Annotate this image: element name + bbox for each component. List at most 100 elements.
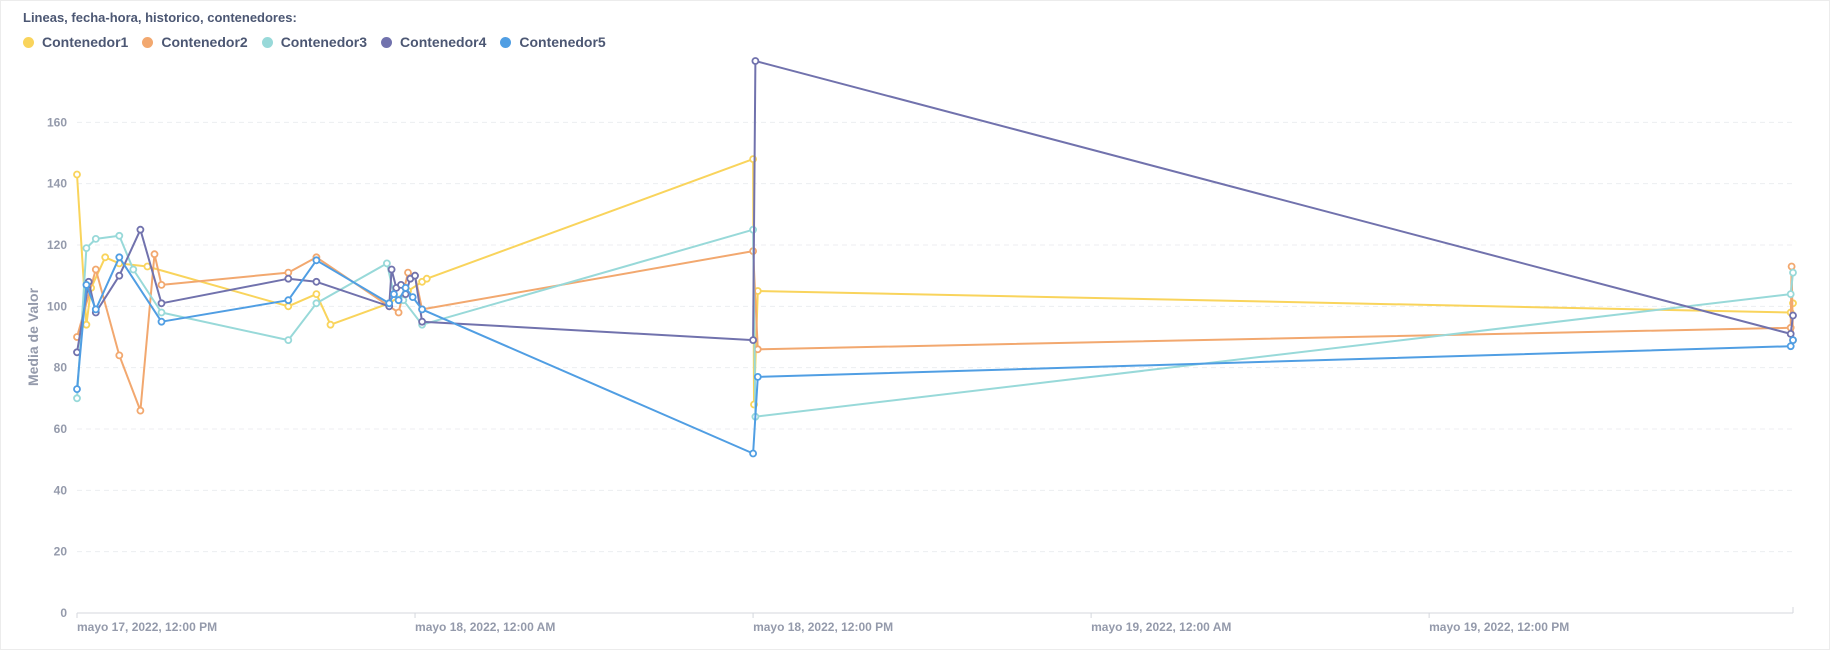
data-point xyxy=(1787,262,1796,271)
data-point xyxy=(312,277,321,286)
data-point xyxy=(157,308,166,317)
chart-legend: Contenedor1 Contenedor2 Contenedor3 Contene… xyxy=(23,34,606,50)
data-point xyxy=(1789,268,1797,277)
data-point xyxy=(136,225,145,234)
series-line xyxy=(76,60,1794,353)
y-tick-label: 40 xyxy=(54,483,68,497)
data-point xyxy=(73,348,81,357)
y-tick-label: 20 xyxy=(54,545,68,559)
data-point xyxy=(284,268,293,277)
data-point xyxy=(157,299,166,308)
x-tick-label: mayo 18, 2022, 12:00 PM xyxy=(753,620,893,634)
data-point xyxy=(82,320,91,329)
y-tick-label: 140 xyxy=(47,177,67,191)
data-point xyxy=(312,256,321,265)
x-tick-label: mayo 17, 2022, 12:00 PM xyxy=(77,620,217,634)
data-point xyxy=(73,385,81,394)
legend-swatch xyxy=(500,36,512,48)
data-point xyxy=(749,449,757,458)
data-point xyxy=(1786,329,1795,338)
data-point xyxy=(91,305,100,314)
series-line xyxy=(76,256,1794,455)
data-point xyxy=(101,253,110,262)
legend-label: Contenedor2 xyxy=(161,34,248,50)
x-tick-label: mayo 18, 2022, 12:00 AM xyxy=(415,620,555,634)
data-point xyxy=(404,268,412,277)
data-point xyxy=(385,299,394,308)
data-point xyxy=(382,259,391,268)
y-tick-label: 160 xyxy=(47,115,67,129)
data-point xyxy=(411,271,419,280)
data-point xyxy=(284,302,293,311)
data-point xyxy=(115,271,124,280)
series-contenedor1 xyxy=(73,155,1797,409)
data-point xyxy=(136,406,145,415)
data-point xyxy=(150,250,159,259)
data-point xyxy=(422,274,431,283)
x-tick-label: mayo 19, 2022, 12:00 PM xyxy=(1429,620,1569,634)
series-line xyxy=(76,228,1794,418)
data-point xyxy=(82,280,91,289)
y-axis-label: Media de Valor xyxy=(25,287,41,386)
data-point xyxy=(157,280,166,289)
data-point xyxy=(1786,342,1795,351)
data-point xyxy=(1786,290,1795,299)
data-point xyxy=(91,234,100,243)
data-point xyxy=(389,290,398,299)
series-contenedor2 xyxy=(73,247,1797,415)
data-point xyxy=(284,336,293,345)
data-point xyxy=(157,317,166,326)
y-tick-label: 60 xyxy=(54,422,68,436)
data-point xyxy=(394,296,403,305)
legend-item-contenedor2[interactable]: Contenedor2 xyxy=(142,34,248,50)
y-tick-label: 100 xyxy=(47,299,67,313)
data-point xyxy=(753,345,762,354)
data-point xyxy=(408,293,417,302)
data-point xyxy=(82,244,91,253)
data-point xyxy=(312,299,321,308)
data-point xyxy=(115,231,124,240)
y-tick-label: 80 xyxy=(54,361,68,375)
y-tick-label: 0 xyxy=(60,606,67,620)
series-line xyxy=(76,250,1794,412)
data-point xyxy=(284,274,293,283)
data-point xyxy=(749,336,757,345)
y-tick-label: 120 xyxy=(47,238,67,252)
data-point xyxy=(115,253,124,262)
series-contenedor5 xyxy=(73,253,1797,458)
data-point xyxy=(387,265,396,274)
data-point xyxy=(751,57,760,65)
data-point xyxy=(418,305,427,314)
legend-item-contenedor3[interactable]: Contenedor3 xyxy=(261,34,368,50)
legend-label: Contenedor4 xyxy=(400,34,487,50)
legend-label: Contenedor1 xyxy=(42,34,129,50)
data-point xyxy=(753,372,762,381)
legend-swatch xyxy=(381,36,393,48)
chart-title: Lineas, fecha-hora, historico, contenedo… xyxy=(23,10,297,25)
data-point xyxy=(73,170,81,179)
data-point xyxy=(1789,336,1797,345)
data-point xyxy=(394,308,403,317)
series-contenedor4 xyxy=(73,57,1797,357)
data-point xyxy=(91,265,100,274)
data-point xyxy=(418,317,427,326)
legend-item-contenedor4[interactable]: Contenedor4 xyxy=(381,34,486,50)
data-point xyxy=(1789,311,1797,320)
legend-swatch xyxy=(142,36,154,48)
legend-label: Contenedor5 xyxy=(519,34,606,50)
data-point xyxy=(129,265,138,274)
legend-swatch xyxy=(23,36,34,48)
legend-item-contenedor1[interactable]: Contenedor1 xyxy=(23,34,128,50)
data-point xyxy=(284,296,293,305)
legend-item-contenedor5[interactable]: Contenedor5 xyxy=(500,34,606,50)
data-point xyxy=(326,320,335,329)
data-point xyxy=(73,394,81,403)
data-point xyxy=(312,290,321,299)
data-point xyxy=(401,283,410,292)
data-point xyxy=(115,351,124,360)
legend-label: Contenedor3 xyxy=(280,34,368,50)
legend-swatch xyxy=(261,36,273,48)
x-tick-label: mayo 19, 2022, 12:00 AM xyxy=(1091,620,1231,634)
